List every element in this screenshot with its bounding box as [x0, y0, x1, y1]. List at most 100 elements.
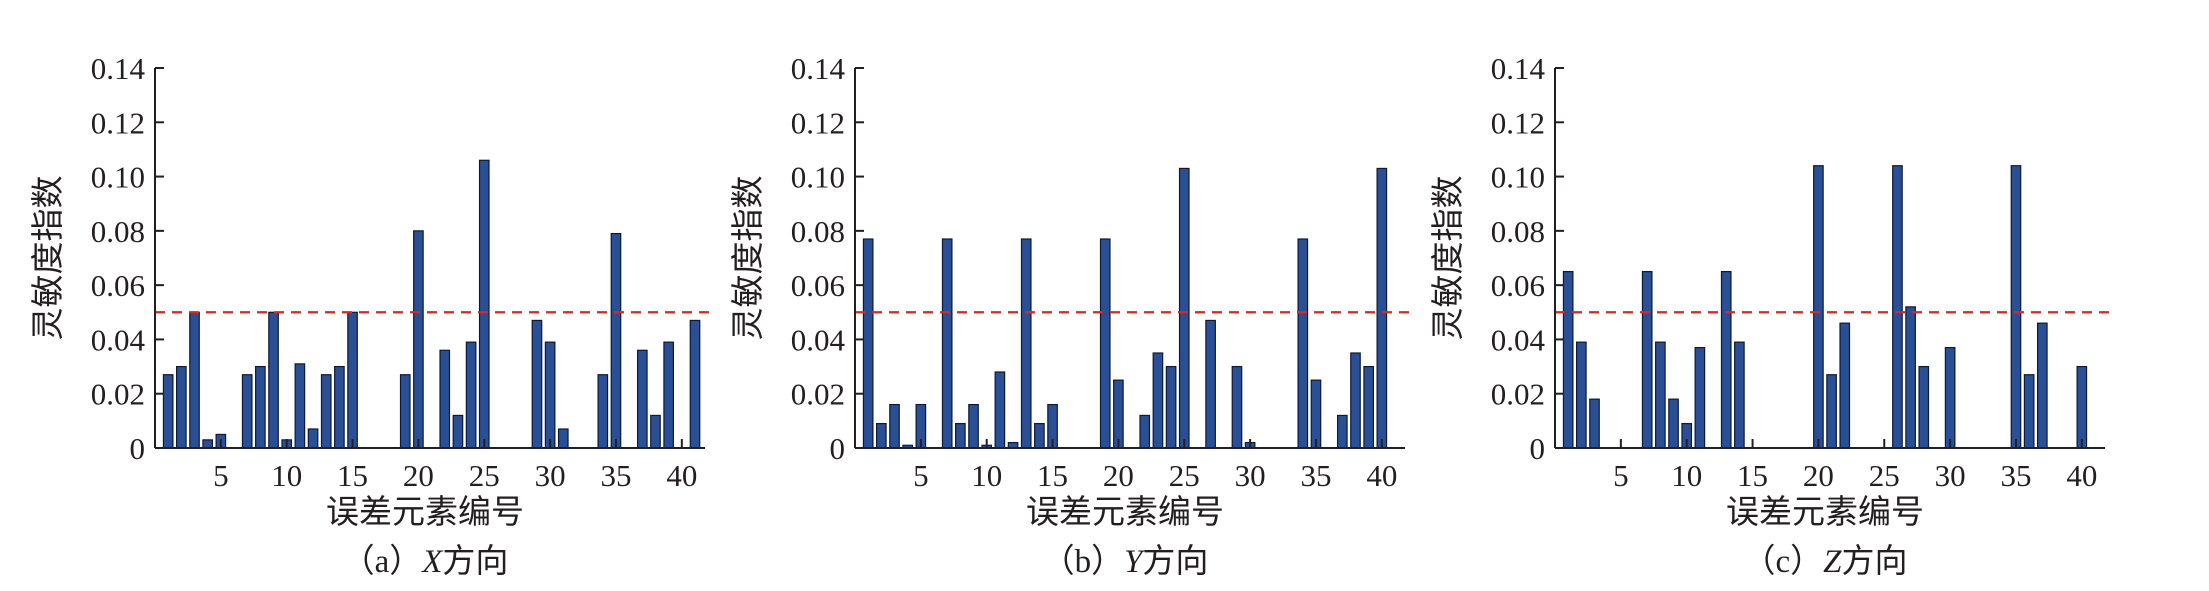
bar [1905, 306, 1916, 449]
x-tick-label: 30 [1935, 458, 1966, 493]
caption-suffix: 方向 [1142, 543, 1208, 580]
bar [202, 439, 214, 449]
x-tick-label: 5 [1613, 458, 1629, 493]
bar [1944, 346, 1956, 449]
x-tick-label: 5 [913, 458, 929, 493]
y-tick-label: 0.06 [91, 268, 145, 303]
bar [2010, 165, 2022, 449]
y-tick-label: 0 [1530, 431, 1546, 466]
bar [1152, 352, 1164, 449]
caption-prefix: （c） [1742, 544, 1823, 580]
bar [307, 428, 319, 449]
bar [994, 371, 1006, 449]
caption-suffix: 方向 [1842, 543, 1908, 580]
bar [1165, 365, 1177, 449]
x-tick-label: 15 [1737, 458, 1768, 493]
y-tick-label: 0.12 [1491, 105, 1545, 140]
x-axis-title: 误差元素编号 [1026, 494, 1224, 531]
bar [1575, 341, 1587, 449]
bar [1363, 365, 1375, 449]
subplot-caption: （c）Z方向 [1742, 543, 1907, 580]
y-tick-label: 0.14 [91, 51, 146, 86]
y-tick-label: 0.04 [1491, 322, 1546, 357]
bar [955, 422, 966, 449]
y-tick-label: 0.04 [791, 322, 846, 357]
bar [452, 414, 464, 449]
bar [1139, 414, 1151, 449]
y-axis-title: 灵敏度指数 [30, 176, 67, 341]
bar [1113, 379, 1124, 449]
y-tick-label: 0.06 [791, 268, 845, 303]
y-axis-title: 灵敏度指数 [1430, 176, 1467, 341]
y-tick-label: 0.10 [1491, 160, 1545, 195]
y-tick-label: 0.08 [791, 214, 845, 249]
bar [1350, 352, 1361, 449]
subplot-1: 0 0.02 0.04 0.06 0.08 0.10 0.12 0.14 5 10 15 20 25 30… [30, 51, 710, 580]
bar [347, 311, 358, 449]
bar [1034, 422, 1045, 449]
bar [176, 365, 187, 449]
x-tick-label: 30 [535, 458, 566, 493]
bar [1297, 238, 1309, 449]
bar [1099, 238, 1111, 449]
x-tick-label: 40 [2066, 458, 2097, 493]
bar [1655, 341, 1666, 449]
x-tick-label: 20 [1803, 458, 1834, 493]
y-tick-label: 0.08 [1491, 214, 1545, 249]
bar [1813, 165, 1824, 449]
bar [1839, 322, 1851, 449]
bar [1336, 414, 1348, 449]
bar [399, 374, 411, 449]
y-tick-label: 0.06 [1491, 268, 1545, 303]
bar [1205, 319, 1216, 449]
bar [255, 365, 266, 449]
x-tick-label: 40 [1366, 458, 1397, 493]
caption-axis: Z [1823, 544, 1842, 580]
bar [636, 349, 648, 449]
bar [968, 403, 979, 449]
bar [531, 319, 543, 449]
bar [1020, 238, 1032, 449]
bar [162, 374, 174, 449]
bar [1720, 270, 1732, 449]
bar [1178, 167, 1190, 449]
bar [439, 349, 451, 449]
caption-suffix: 方向 [442, 543, 508, 580]
bar [544, 341, 556, 449]
bar [294, 363, 306, 449]
x-axis-title: 误差元素编号 [326, 494, 524, 531]
x-tick-label: 25 [1169, 458, 1200, 493]
x-tick-label: 15 [337, 458, 368, 493]
y-tick-label: 0.12 [791, 105, 845, 140]
x-tick-label: 10 [271, 458, 302, 493]
bar [689, 319, 701, 449]
y-tick-label: 0.04 [91, 322, 146, 357]
subplot-3: 0 0.02 0.04 0.06 0.08 0.10 0.12 0.14 5 10 15 20 25 30… [1430, 51, 2110, 580]
bar [413, 230, 424, 449]
x-axis-title: 误差元素编号 [1726, 494, 1924, 531]
y-tick-label: 0 [130, 431, 146, 466]
bar [2023, 374, 2035, 449]
caption-prefix: （b） [1042, 544, 1125, 580]
bar [465, 341, 477, 449]
y-axis-title: 灵敏度指数 [730, 176, 767, 341]
bar [1376, 167, 1388, 449]
y-tick-label: 0.08 [91, 214, 145, 249]
x-tick-label: 30 [1235, 458, 1266, 493]
caption-axis: Y [1124, 544, 1146, 580]
subplot-caption: （b）Y方向 [1042, 543, 1209, 580]
bar [1826, 374, 1837, 449]
bar [334, 365, 345, 449]
bar [478, 159, 490, 449]
bar [610, 232, 622, 449]
x-tick-label: 10 [1671, 458, 1702, 493]
bar [1589, 398, 1600, 449]
x-tick-label: 20 [403, 458, 434, 493]
bar [241, 374, 253, 449]
bar [1310, 379, 1322, 449]
bar [1694, 346, 1706, 449]
x-tick-label: 15 [1037, 458, 1068, 493]
bar [597, 374, 609, 449]
caption-prefix: （a） [342, 544, 423, 580]
